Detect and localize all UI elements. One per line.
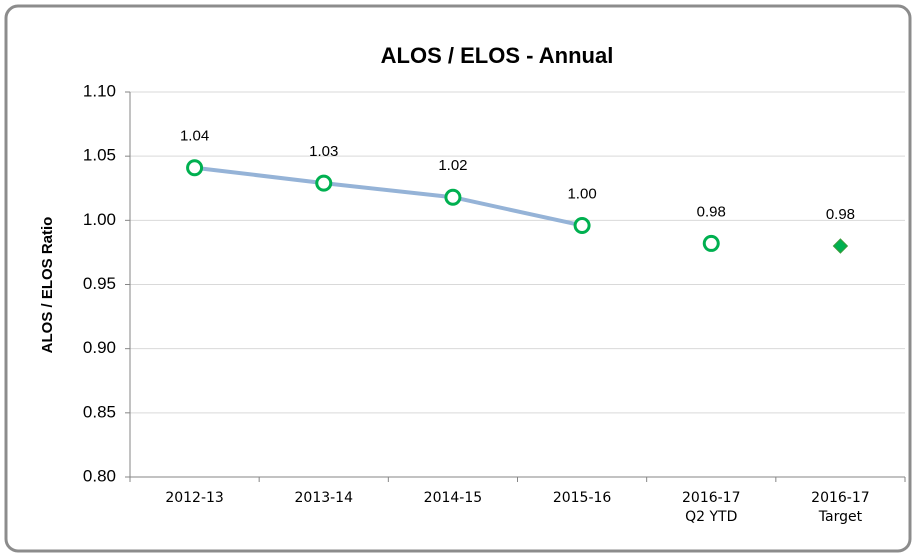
x-tick-label: 2013-14 (294, 490, 354, 506)
chart-border (4, 4, 912, 553)
y-tick-label: 0.95 (83, 274, 116, 293)
x-tick-label: 2014-15 (423, 490, 483, 506)
line (194, 165, 583, 228)
value-label: 1.00 (567, 185, 596, 202)
chart-title: ALOS / ELOS - Annual (381, 43, 614, 68)
value-label: 1.04 (180, 128, 209, 145)
marker (573, 216, 591, 234)
x-tick-label: 2016-17 Target (811, 490, 870, 525)
marker (832, 238, 849, 254)
x-tick-label: 2016-17 Q2 YTD (682, 490, 741, 525)
y-axis-label: ALOS / ELOS Ratio (39, 217, 56, 354)
value-label: 1.02 (438, 157, 467, 174)
y-tick-label: 0.90 (83, 338, 116, 357)
y-tick-label: 0.85 (83, 402, 116, 421)
marker (702, 234, 720, 252)
marker (186, 159, 204, 177)
value-label: 0.98 (697, 203, 726, 220)
y-tick-label: 1.05 (83, 146, 116, 165)
y-tick-label: 1.00 (83, 210, 116, 229)
y-tick-label: 0.80 (83, 466, 116, 485)
marker (444, 188, 462, 206)
value-label: 1.03 (309, 143, 338, 160)
y-tick-label: 1.10 (83, 81, 116, 100)
x-tick-label: 2012-13 (165, 490, 224, 506)
value-label: 0.98 (826, 206, 855, 223)
x-tick-label: 2015-16 (552, 490, 612, 506)
marker (315, 174, 333, 192)
